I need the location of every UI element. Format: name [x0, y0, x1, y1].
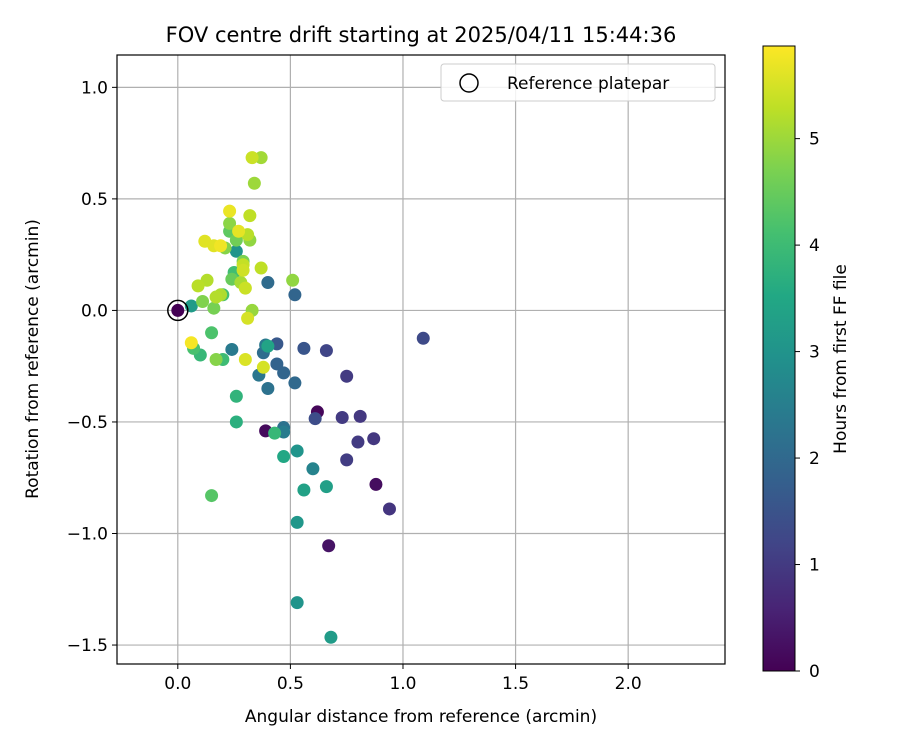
data-point — [290, 515, 304, 529]
y-tick-label: 1.0 — [81, 78, 108, 98]
data-point — [290, 596, 304, 610]
data-point — [270, 357, 284, 371]
colorbar-tick-label: 4 — [809, 236, 820, 256]
data-point — [335, 411, 349, 424]
data-point — [319, 344, 333, 358]
reference-platepar-marker — [167, 299, 189, 322]
colorbar-tick-label: 5 — [809, 130, 820, 150]
colorbar-tick-label: 1 — [809, 556, 820, 576]
data-point — [214, 239, 228, 253]
data-point — [245, 151, 259, 165]
data-point — [416, 331, 430, 345]
y-tick-label: −1.0 — [67, 525, 108, 545]
x-tick-label: 1.0 — [389, 674, 416, 694]
data-point — [297, 483, 311, 497]
data-point — [205, 489, 219, 503]
colorbar-label: Hours from first FF file — [831, 264, 851, 454]
y-tick-label: 0.5 — [81, 190, 108, 210]
colorbar: 0 1 2 3 4 5 Hours from first FF file — [762, 45, 851, 682]
data-point — [288, 376, 302, 390]
data-point — [229, 415, 243, 429]
data-point — [268, 426, 282, 440]
colorbar-tick-label: 0 — [809, 662, 820, 682]
y-tick-label: −1.5 — [67, 636, 108, 656]
data-point — [367, 432, 381, 446]
colorbar-gradient — [762, 45, 796, 672]
data-point — [261, 382, 275, 395]
data-point — [277, 450, 291, 464]
data-point — [288, 288, 302, 302]
data-point — [209, 290, 223, 304]
legend-label-reference-platepar: Reference platepar — [507, 74, 669, 94]
data-point — [209, 353, 223, 366]
data-point — [261, 276, 275, 290]
data-point — [229, 389, 243, 403]
x-tick-label: 2.0 — [615, 674, 642, 694]
x-tick-label: 0.5 — [277, 674, 304, 694]
x-tick-label: 0.0 — [164, 674, 191, 694]
data-point — [382, 502, 396, 516]
data-point — [184, 336, 198, 350]
x-axis-ticks: 0.0 0.5 1.0 1.5 2.0 — [164, 664, 642, 694]
data-point — [277, 366, 291, 380]
data-point — [196, 295, 210, 308]
reference-marker — [167, 299, 189, 322]
data-point — [223, 204, 237, 218]
data-point — [256, 360, 270, 374]
data-point — [353, 409, 367, 423]
data-point — [308, 412, 322, 426]
data-point — [229, 244, 243, 258]
data-point — [306, 462, 320, 476]
data-point — [232, 224, 246, 238]
x-tick-label: 1.5 — [502, 674, 529, 694]
data-point — [205, 326, 219, 340]
data-point — [207, 301, 221, 315]
colorbar-tick-label: 2 — [809, 449, 820, 469]
data-point — [254, 151, 268, 165]
legend-reference-marker — [459, 73, 479, 93]
y-tick-label: 0.0 — [81, 301, 108, 321]
grid-lines — [117, 55, 725, 664]
data-point — [241, 311, 255, 325]
data-point — [340, 369, 354, 383]
data-point — [238, 281, 252, 295]
data-point — [247, 176, 261, 190]
data-point — [286, 273, 300, 287]
data-point — [191, 279, 205, 293]
plot-frame — [116, 54, 726, 665]
data-point — [261, 339, 275, 353]
y-axis-label: Rotation from reference (arcmin) — [23, 219, 43, 499]
data-point — [225, 342, 239, 356]
data-points — [171, 151, 430, 644]
colorbar-tick-label: 3 — [809, 343, 820, 363]
data-point — [243, 209, 257, 223]
legend: Reference platepar — [440, 63, 716, 102]
data-point — [297, 341, 311, 355]
data-point — [238, 353, 252, 366]
data-point — [254, 261, 268, 275]
data-point — [324, 630, 338, 644]
legend-box — [440, 63, 716, 102]
data-point — [223, 216, 237, 230]
data-point — [322, 539, 336, 553]
data-point — [351, 435, 365, 449]
colorbar-ticks: 0 1 2 3 4 5 — [795, 130, 820, 682]
data-point — [319, 480, 333, 494]
data-point — [369, 477, 383, 491]
y-tick-label: −0.5 — [67, 413, 108, 433]
data-point — [290, 444, 304, 458]
y-axis-ticks: 1.0 0.5 0.0 −0.5 −1.0 −1.5 — [67, 78, 117, 656]
data-point — [171, 303, 185, 317]
data-point — [340, 453, 354, 467]
data-point — [236, 263, 250, 277]
chart-title: FOV centre drift starting at 2025/04/11 … — [166, 23, 677, 47]
x-axis-label: Angular distance from reference (arcmin) — [245, 707, 597, 727]
